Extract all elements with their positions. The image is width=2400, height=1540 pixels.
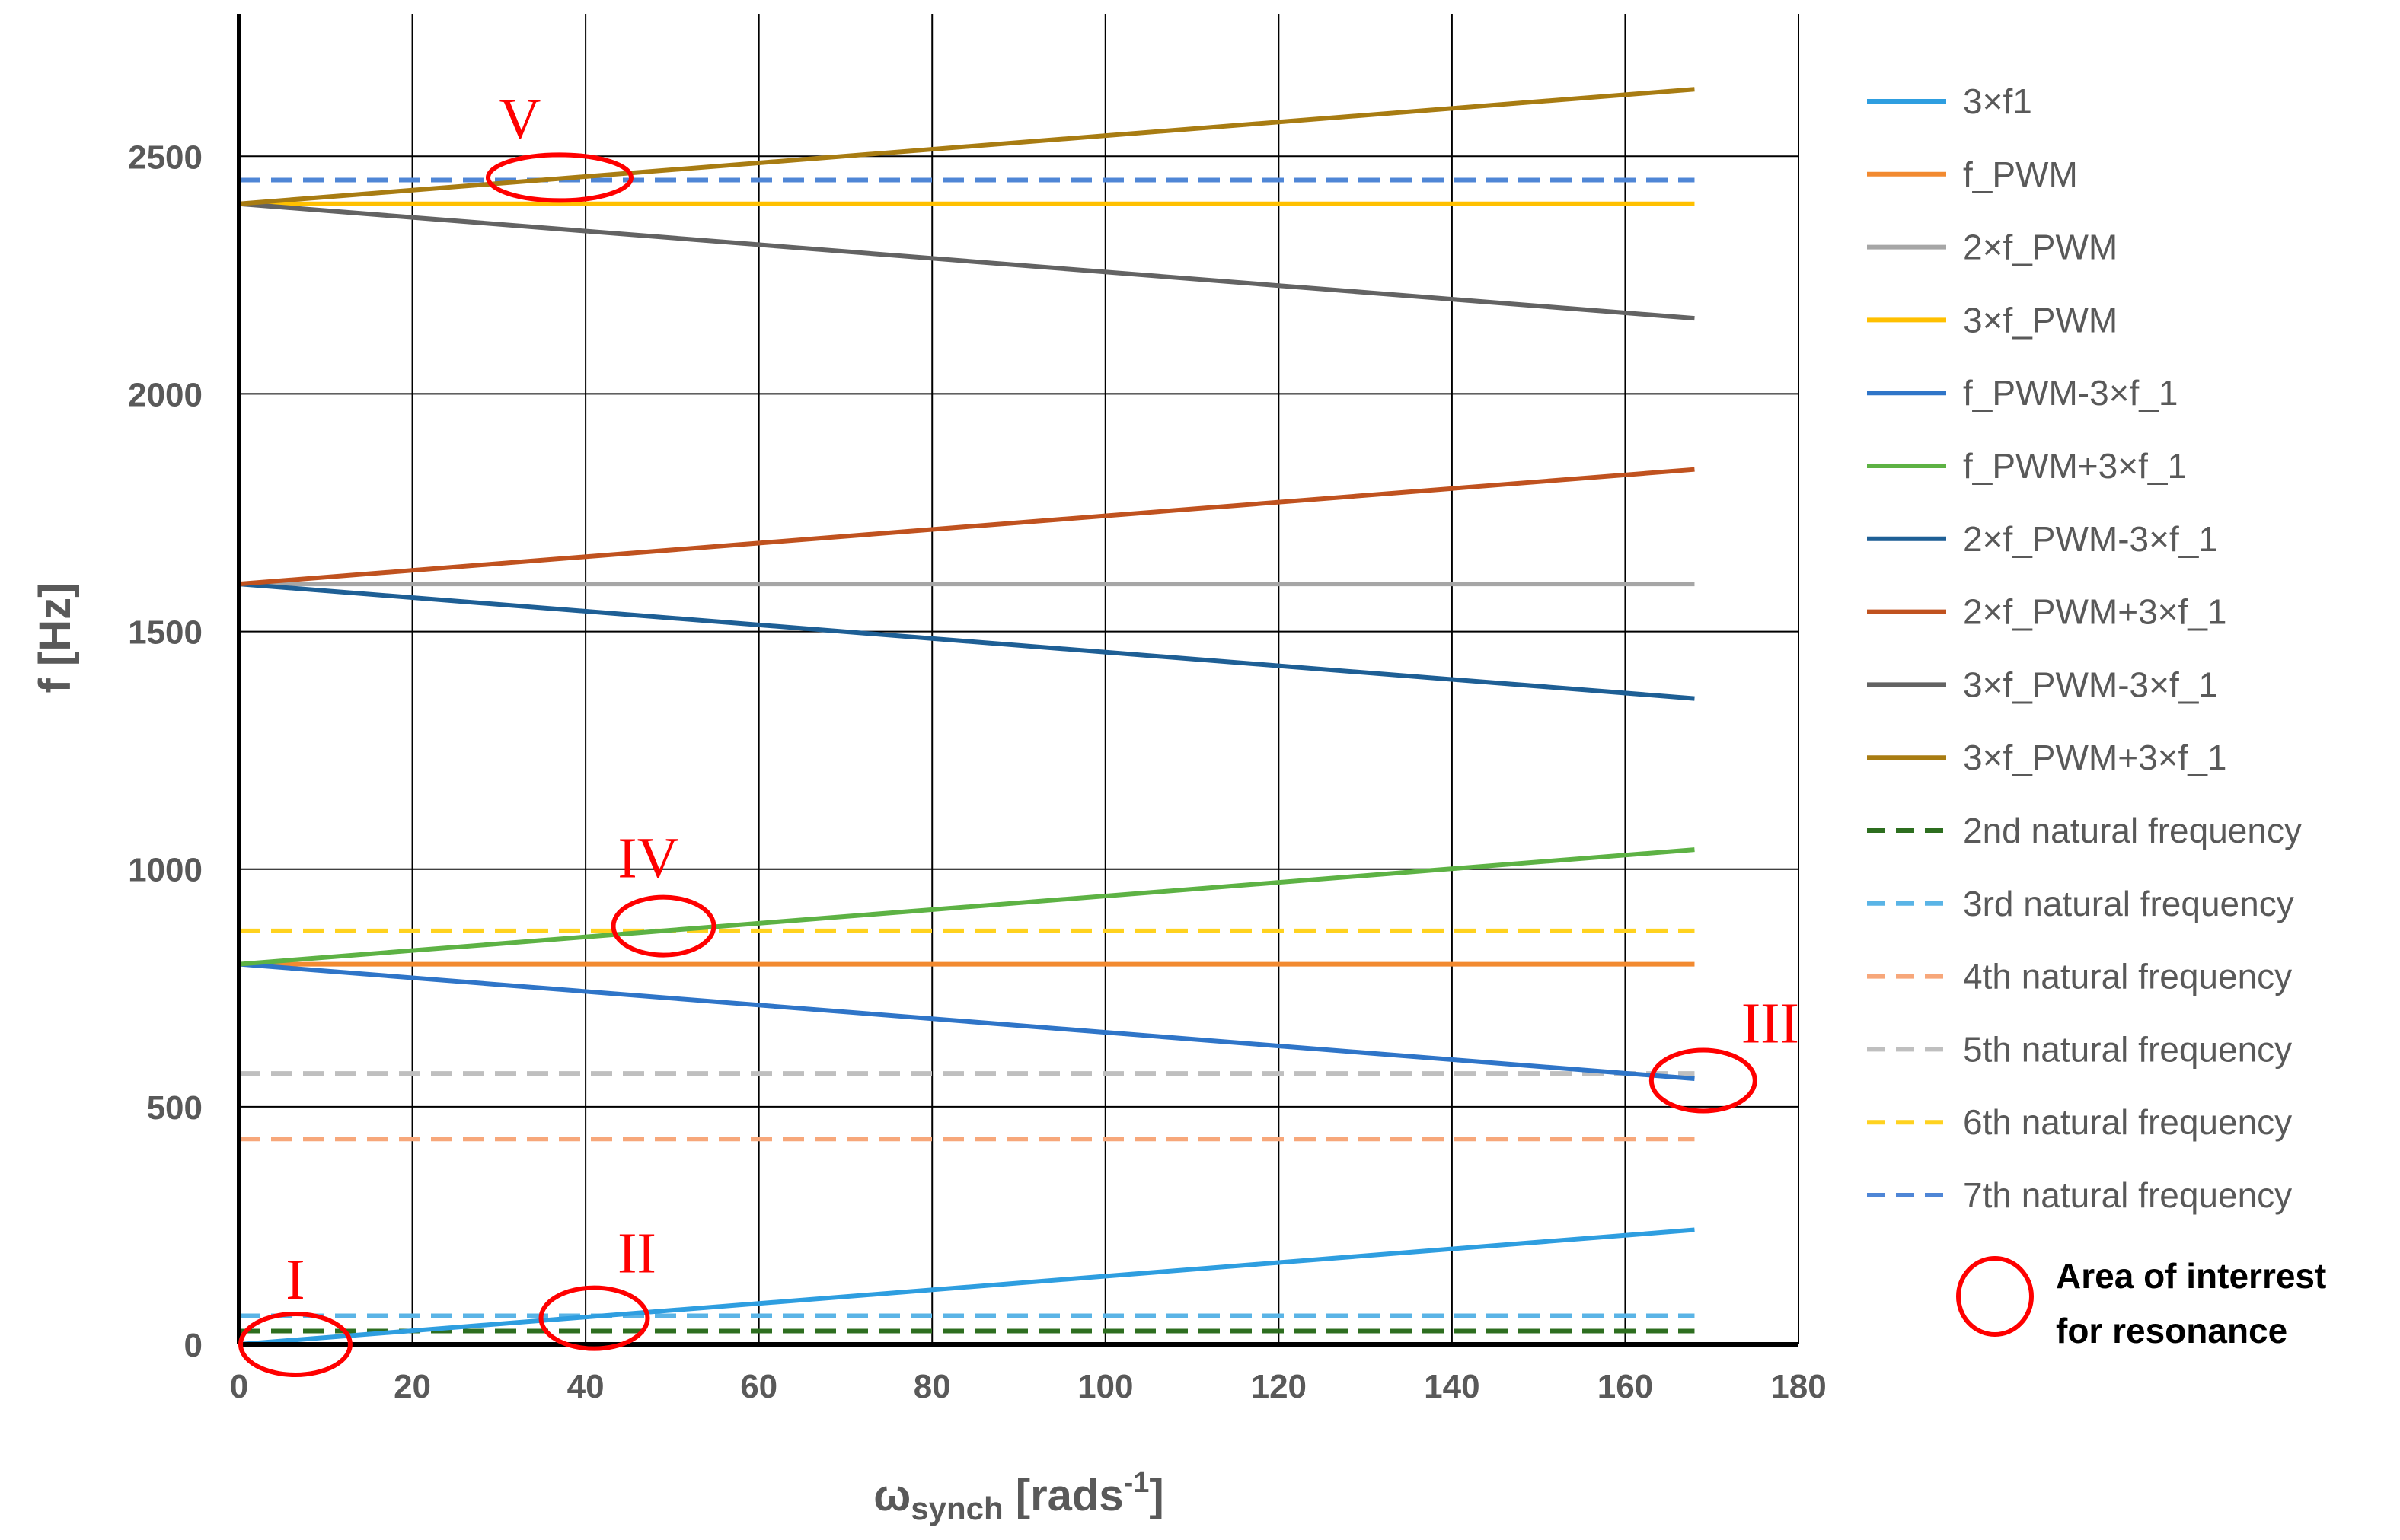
tick-labels: 0 20 40 60 80 100 120 140 160 180 0 500 1000 1500 2000… <box>128 139 1827 1405</box>
legend-label: 2×f_PWM <box>1963 228 2118 267</box>
x-axis-title-sub: synch <box>911 1491 1003 1526</box>
x-tick-label: 80 <box>914 1368 951 1405</box>
x-tick-label: 180 <box>1770 1368 1826 1405</box>
series-line <box>238 847 1695 967</box>
x-axis-title-sup: -1 <box>1124 1467 1150 1499</box>
legend-annotation-line2: for resonance <box>2056 1311 2287 1350</box>
y-tick-label: 1500 <box>128 614 203 652</box>
annotation-ellipse <box>485 152 634 203</box>
x-tick-label: 0 <box>230 1368 248 1405</box>
x-axis-title: ωsynch [rads-1] <box>873 1467 1163 1526</box>
annotation-label: IV <box>618 827 678 891</box>
legend-label: 3rd natural frequency <box>1963 884 2294 923</box>
series-line <box>238 87 1695 206</box>
series-line <box>238 582 1695 701</box>
legend-label: f_PWM+3×f_1 <box>1963 446 2187 486</box>
legend-label: f_PWM <box>1963 155 2078 194</box>
annotation-ellipse <box>538 1285 650 1351</box>
x-tick-label: 160 <box>1597 1368 1653 1405</box>
legend: 3×f1 f_PWM 2×f_PWM 3×f_PWM f_PWM-3×f_1 f_PWM+… <box>1867 81 2302 1215</box>
x-tick-label: 120 <box>1251 1368 1307 1405</box>
x-tick-label: 20 <box>394 1368 431 1405</box>
annotation-label: II <box>618 1222 656 1286</box>
legend-label: 7th natural frequency <box>1963 1175 2292 1215</box>
axes <box>237 14 1798 1347</box>
y-tick-label: 2500 <box>128 139 203 176</box>
annotation-ellipse <box>238 1312 353 1377</box>
legend-label: 3×f_PWM-3×f_1 <box>1963 665 2218 704</box>
legend-label: 4th natural frequency <box>1963 957 2292 996</box>
legend-label: f_PWM-3×f_1 <box>1963 373 2178 413</box>
legend-label: 3×f_PWM+3×f_1 <box>1963 738 2226 777</box>
gridlines <box>239 14 1799 1344</box>
annotation-label: I <box>286 1248 305 1312</box>
x-tick-label: 60 <box>740 1368 777 1405</box>
legend-label: 2nd natural frequency <box>1963 811 2302 850</box>
x-axis-title-close: ] <box>1149 1471 1163 1520</box>
legend-label: 3×f1 <box>1963 81 2032 121</box>
x-axis-title-unit: [rads <box>1004 1471 1124 1520</box>
y-axis-title: f [Hz] <box>30 583 80 693</box>
annotation-ellipse <box>1648 1047 1757 1114</box>
y-tick-label: 500 <box>147 1089 203 1127</box>
x-axis-title-main: ω <box>873 1471 911 1520</box>
legend-label: 6th natural frequency <box>1963 1102 2292 1142</box>
legend-label: 3×f_PWM <box>1963 300 2118 340</box>
annotation-label: V <box>499 87 541 151</box>
x-tick-label: 40 <box>567 1368 605 1405</box>
x-tick-label: 100 <box>1077 1368 1133 1405</box>
legend-annotation-ellipse <box>1956 1256 2034 1337</box>
annotation-label: III <box>1741 992 1799 1056</box>
y-tick-label: 2000 <box>128 376 203 413</box>
series-line <box>238 961 1695 1082</box>
series-line <box>238 467 1695 587</box>
y-tick-label: 1000 <box>128 852 203 889</box>
legend-label: 2×f_PWM+3×f_1 <box>1963 592 2226 632</box>
series-line <box>238 201 1695 321</box>
legend-annotation-line1: Area of interrest <box>2056 1256 2326 1296</box>
annotation-ellipse <box>611 894 716 958</box>
series-lines <box>238 87 1695 1347</box>
y-tick-label: 0 <box>184 1327 203 1364</box>
legend-label: 2×f_PWM-3×f_1 <box>1963 519 2218 559</box>
x-tick-label: 140 <box>1424 1368 1479 1405</box>
legend-label: 5th natural frequency <box>1963 1029 2292 1069</box>
legend-annotation-entry: Area of interrest for resonance <box>1956 1256 2326 1350</box>
series-line <box>238 1227 1695 1347</box>
